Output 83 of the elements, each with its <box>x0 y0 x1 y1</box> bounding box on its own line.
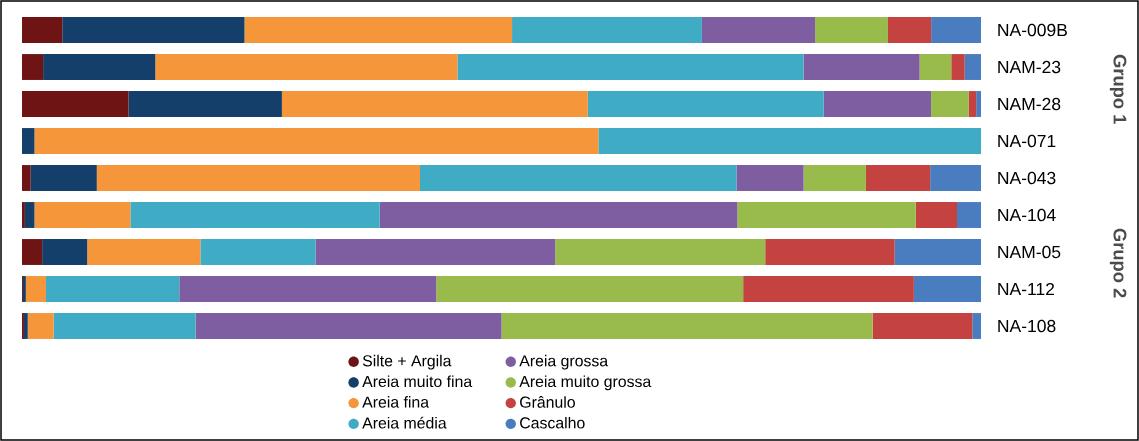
bar <box>598 128 981 154</box>
y-tick-label: NAM-23 <box>998 60 1061 74</box>
bar <box>736 165 804 191</box>
legend-label: Areia grossa <box>519 354 609 370</box>
y-tick-label: NA-108 <box>998 319 1056 333</box>
bar <box>30 165 97 191</box>
legend-label: Areia fina <box>362 396 430 408</box>
bar <box>43 54 156 80</box>
bar <box>195 313 502 339</box>
bar <box>22 128 35 154</box>
bar <box>25 276 46 302</box>
bar <box>931 17 981 43</box>
y-tick-label: NA-071 <box>998 134 1056 148</box>
bar <box>457 54 804 80</box>
legend-label: Areia muito fina <box>362 375 473 388</box>
bar <box>53 313 196 339</box>
bar <box>42 239 88 265</box>
bar <box>281 91 588 117</box>
bar <box>815 17 888 43</box>
bar <box>130 202 380 228</box>
bar <box>919 54 952 80</box>
legend-label: Areia média <box>362 416 447 429</box>
bar <box>968 91 977 117</box>
bar <box>972 313 981 339</box>
bar <box>22 17 63 43</box>
bar <box>803 165 866 191</box>
y-tick-label: NA-043 <box>998 171 1056 185</box>
bar <box>22 54 44 80</box>
bar <box>244 17 513 43</box>
bar <box>24 202 35 228</box>
bar <box>765 239 895 265</box>
bar <box>22 165 31 191</box>
y-tick-label: NA-009B <box>998 23 1067 37</box>
bar <box>976 91 981 117</box>
bar <box>22 239 43 265</box>
bar <box>823 91 932 117</box>
y-tick-label: NA-112 <box>998 282 1055 296</box>
legend-label: Grânulo <box>520 396 575 408</box>
bar <box>803 54 920 80</box>
y-tick-label: NAM-05 <box>998 245 1061 259</box>
bar <box>62 17 245 43</box>
bar <box>87 239 201 265</box>
bar <box>743 276 914 302</box>
bar <box>501 313 873 339</box>
bar <box>587 91 824 117</box>
bar <box>179 276 437 302</box>
y-tick-label: NA-104 <box>998 208 1056 222</box>
bar <box>964 54 981 80</box>
bar <box>701 17 816 43</box>
bar <box>915 202 958 228</box>
y-tick-label: NAM-28 <box>998 97 1061 111</box>
bar <box>45 276 180 302</box>
bar <box>737 202 916 228</box>
bar <box>930 165 981 191</box>
bar <box>951 54 965 80</box>
bar <box>27 313 54 339</box>
bar <box>894 239 981 265</box>
bar <box>865 165 931 191</box>
legend-label: Cascalho <box>520 416 585 429</box>
bar <box>22 91 129 117</box>
bar <box>128 91 282 117</box>
bar <box>957 202 981 228</box>
bar <box>887 17 932 43</box>
legend-label: Silte + Argila <box>362 354 452 370</box>
text: Grupo 2 <box>1109 228 1127 298</box>
bar <box>22 202 25 228</box>
bar <box>34 128 599 154</box>
bar <box>315 239 556 265</box>
bar <box>155 54 458 80</box>
bar <box>931 91 969 117</box>
bar <box>379 202 738 228</box>
bar <box>96 165 420 191</box>
bar <box>23 313 28 339</box>
bar <box>555 239 766 265</box>
legend-label: Areia muito grossa <box>519 375 652 391</box>
bar <box>34 202 131 228</box>
bar <box>512 17 702 43</box>
bar <box>200 239 316 265</box>
bar <box>420 165 737 191</box>
bar <box>436 276 744 302</box>
text: Grupo 1 <box>1109 54 1127 124</box>
bar <box>913 276 981 302</box>
bar <box>872 313 973 339</box>
